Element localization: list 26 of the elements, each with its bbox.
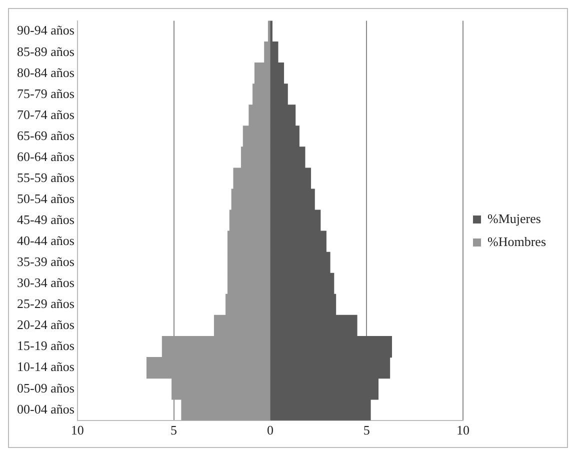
y-tick-label: 05-09 años: [16, 380, 74, 396]
y-tick-label: 30-34 años: [16, 275, 74, 290]
y-tick-label: 55-59 años: [16, 170, 74, 185]
y-tick-label: 10-14 años: [16, 359, 74, 374]
legend-label: %Mujeres: [488, 210, 541, 226]
y-tick-label: 35-39 años: [16, 254, 74, 270]
y-tick-label: 75-79 años: [16, 86, 74, 101]
y-tick-label: 40-44 años: [16, 233, 74, 248]
y-tick-label: 50-54 años: [16, 190, 74, 206]
y-tick-label: 45-49 años: [16, 212, 74, 228]
x-tick-label: 5: [170, 422, 178, 438]
y-tick-label: 80-84 años: [16, 64, 74, 80]
x-tick-label: 10: [456, 422, 470, 438]
y-tick-label: 60-64 años: [16, 148, 74, 164]
x-tick-label: 10: [70, 422, 84, 438]
y-tick-label: 85-89 años: [16, 44, 74, 59]
y-tick-label: 15-19 años: [16, 338, 74, 354]
x-tick-label: 5: [363, 422, 370, 438]
legend-label: %Hombres: [488, 234, 546, 249]
y-tick-label: 70-74 años: [16, 106, 74, 122]
y-tick-label: 20-24 años: [16, 317, 74, 332]
x-tick-label: 0: [266, 422, 274, 438]
y-tick-label: 25-29 años: [16, 296, 74, 312]
y-tick-label: 90-94 años: [16, 22, 74, 38]
y-tick-label: 00-04 años: [16, 401, 74, 416]
y-tick-label: 65-69 años: [16, 128, 74, 143]
